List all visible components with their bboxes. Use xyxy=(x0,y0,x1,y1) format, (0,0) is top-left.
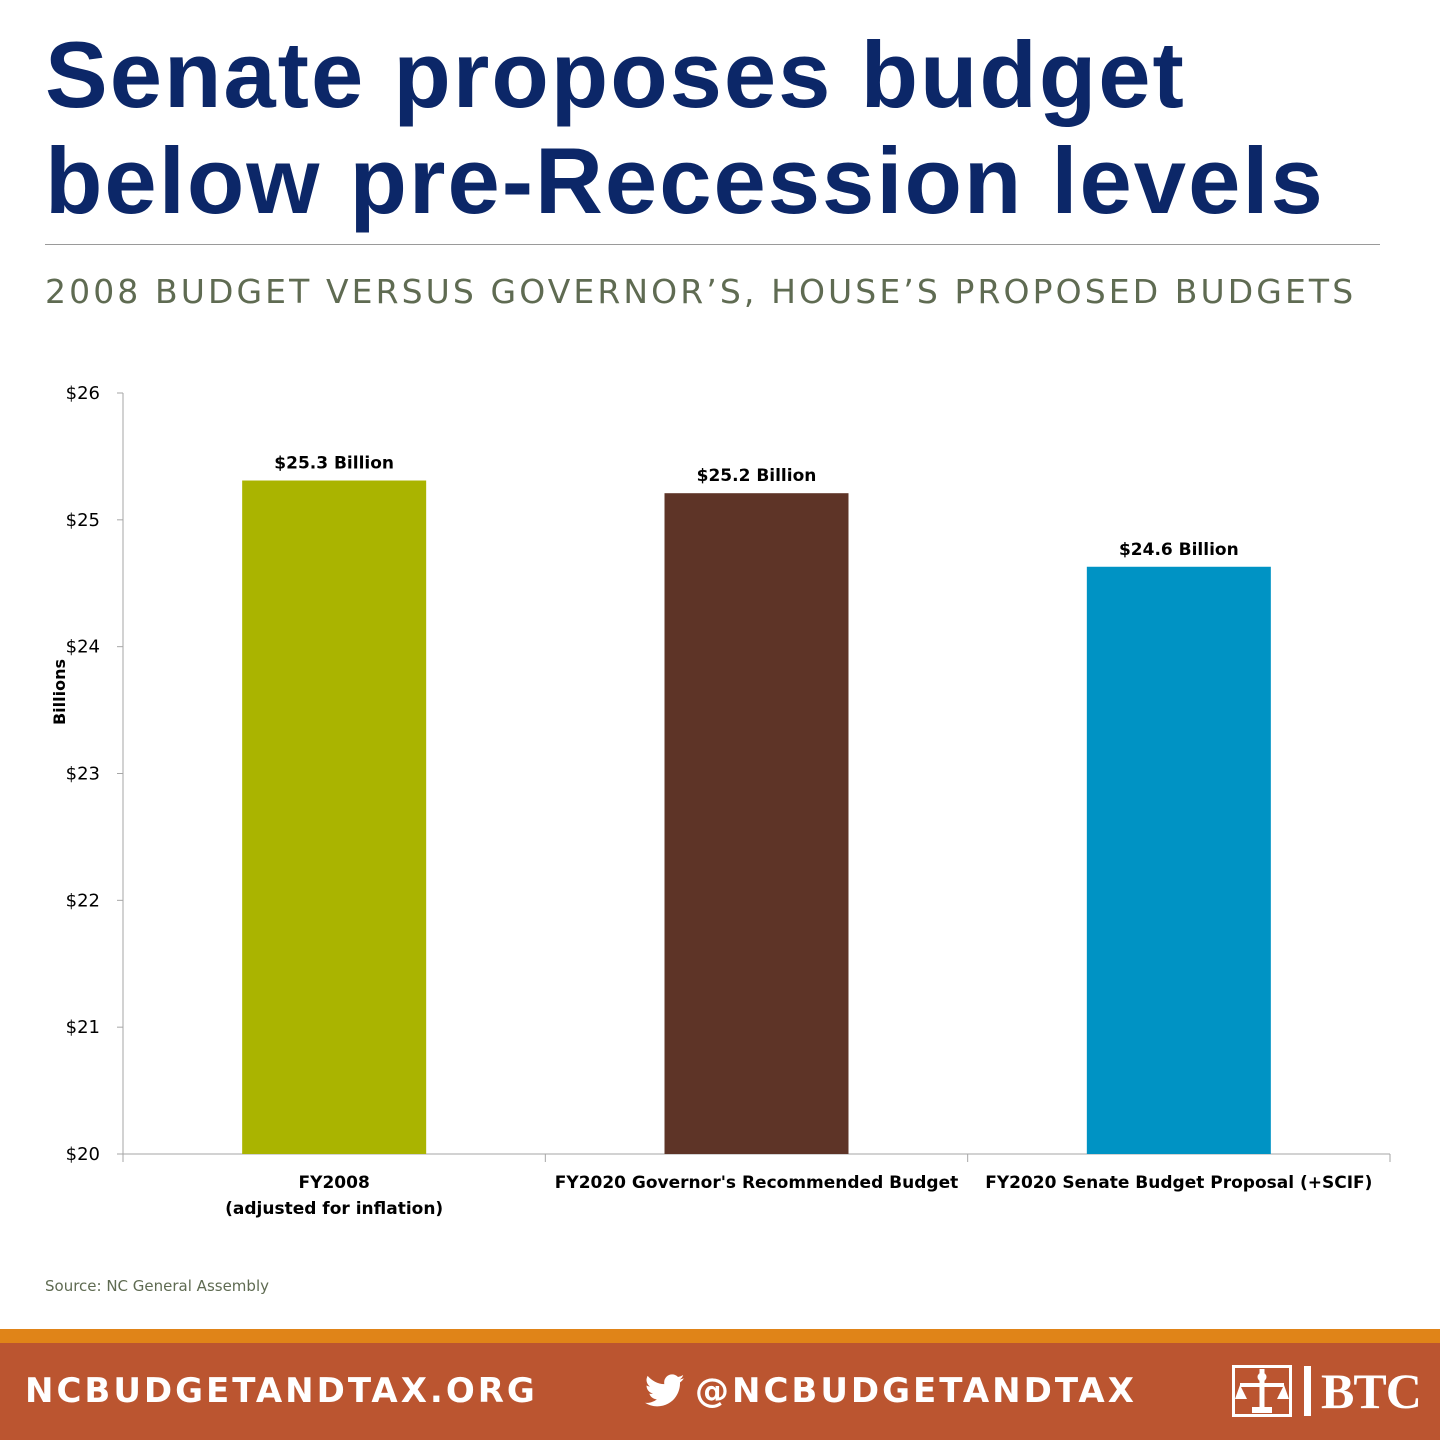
footer-stripe xyxy=(0,1329,1440,1343)
twitter-handle: @NCBUDGETANDTAX xyxy=(695,1371,1137,1411)
category-label: FY2008 xyxy=(299,1173,370,1193)
title-line-1: Senate proposes budget xyxy=(45,22,1186,127)
page-title: Senate proposes budget below pre-Recessi… xyxy=(45,22,1415,234)
twitter-link[interactable]: @NCBUDGETANDTAX xyxy=(645,1369,1137,1413)
category-label: (adjusted for inflation) xyxy=(225,1199,443,1219)
y-tick-label: $24 xyxy=(66,637,100,658)
data-label: $25.2 Billion xyxy=(697,466,817,486)
website-link[interactable]: NCBUDGETANDTAX.ORG xyxy=(25,1371,538,1411)
y-tick-label: $20 xyxy=(66,1144,100,1165)
bar xyxy=(1086,566,1271,1154)
btc-logo: BTC xyxy=(1232,1363,1422,1419)
logo-divider xyxy=(1304,1366,1311,1416)
title-divider xyxy=(45,244,1380,245)
data-label: $24.6 Billion xyxy=(1119,540,1239,560)
footer-bar: NCBUDGETANDTAX.ORG @NCBUDGETANDTAX BTC xyxy=(0,1343,1440,1440)
btc-scales-icon xyxy=(1232,1365,1292,1417)
data-label: $25.3 Billion xyxy=(274,454,394,474)
logo-text: BTC xyxy=(1321,1363,1422,1419)
y-tick-label: $22 xyxy=(66,890,100,911)
y-tick-label: $23 xyxy=(66,764,100,785)
title-line-2: below pre-Recession levels xyxy=(45,128,1325,233)
y-tick-label: $25 xyxy=(66,510,100,531)
twitter-bird-icon xyxy=(645,1374,685,1407)
y-tick-label: $26 xyxy=(66,383,100,404)
bar xyxy=(664,493,849,1154)
chart-subtitle: 2008 BUDGET VERSUS GOVERNOR’S, HOUSE’S P… xyxy=(45,272,1357,311)
category-label: FY2020 Senate Budget Proposal (+SCIF) xyxy=(985,1173,1372,1193)
y-axis-title: Billions xyxy=(50,659,69,725)
bar xyxy=(242,480,427,1154)
category-label: FY2020 Governor's Recommended Budget xyxy=(555,1173,958,1193)
source-note: Source: NC General Assembly xyxy=(45,1277,269,1295)
y-tick-label: $21 xyxy=(66,1017,100,1038)
bar-chart: $20 $21 $22 $23 $24 $25 $26 Billions $25.3 Billi… xyxy=(50,383,1391,1219)
